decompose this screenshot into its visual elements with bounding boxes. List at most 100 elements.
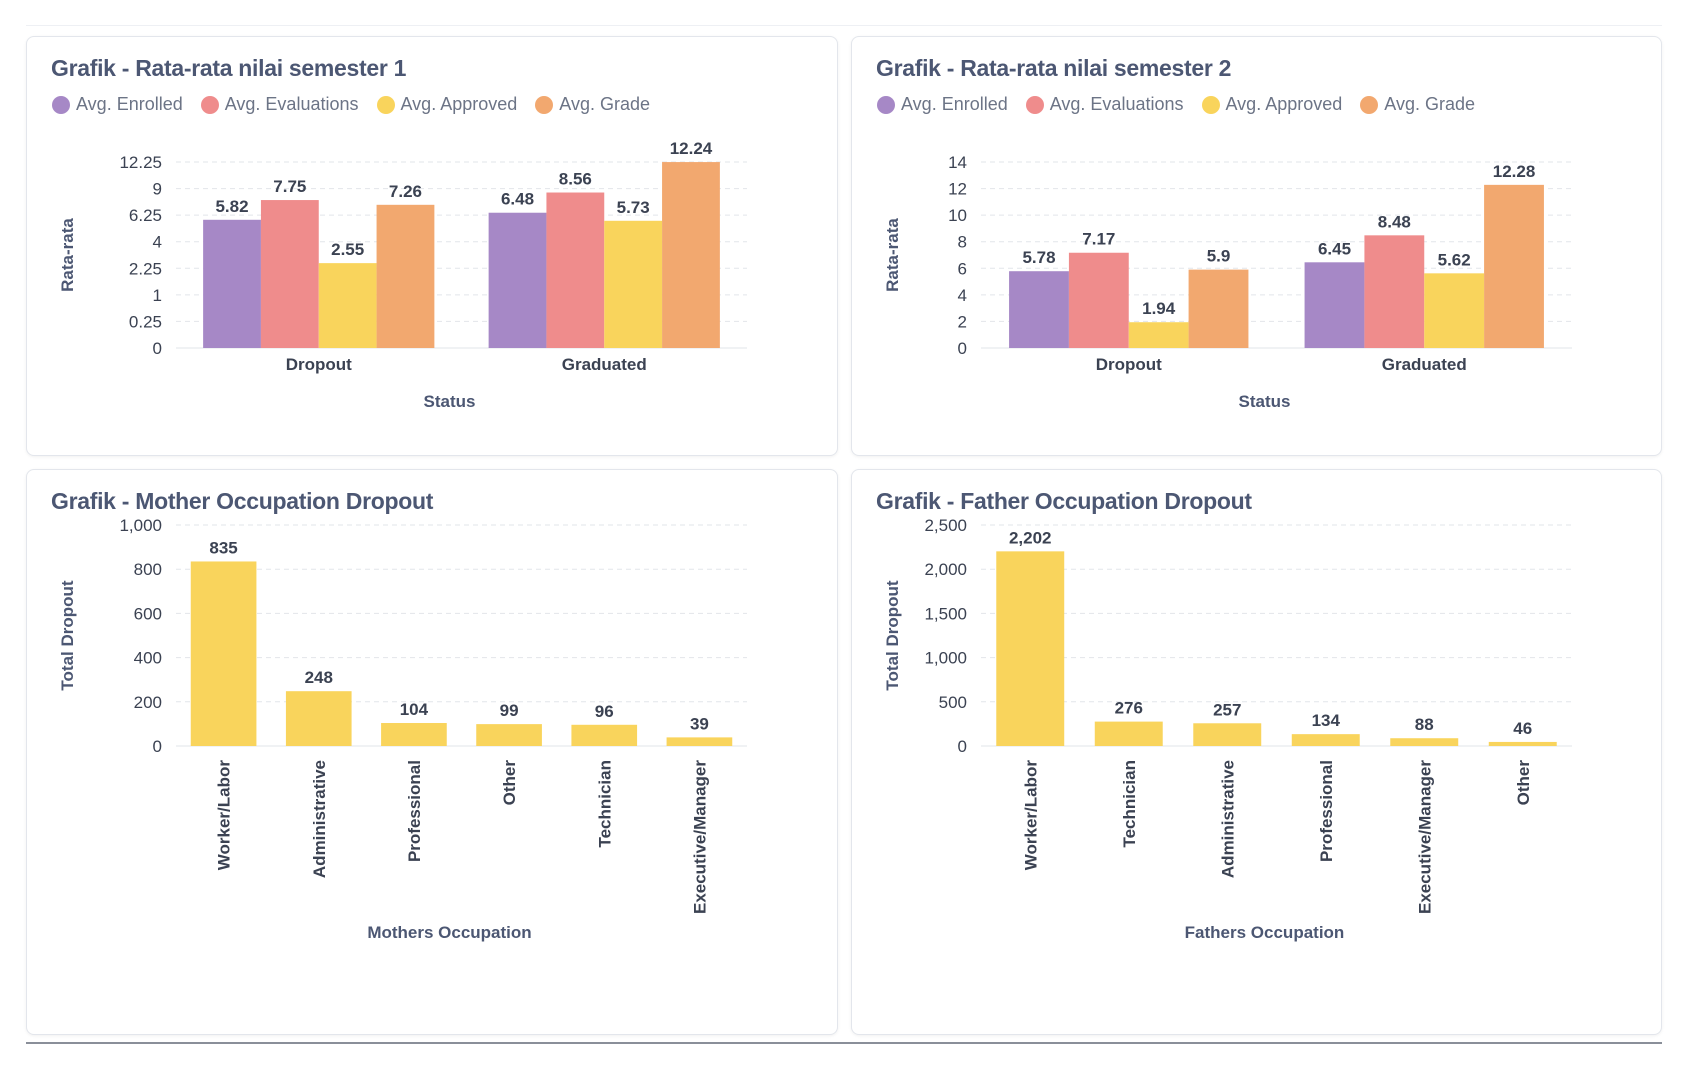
x-axis-title: Mothers Occupation [367, 923, 531, 942]
y-tick-label: 4 [958, 286, 967, 305]
bar [571, 724, 638, 746]
data-label: 2,202 [1009, 528, 1052, 547]
x-tick-label: Technician [595, 760, 614, 848]
data-label: 46 [1513, 719, 1532, 738]
data-label: 5.82 [215, 197, 248, 216]
y-tick-label: 12.25 [119, 153, 162, 172]
x-tick-label: Worker/Labor [215, 760, 234, 871]
y-tick-label: 2,500 [924, 516, 967, 535]
legend-dot [376, 95, 395, 114]
legend-item-enrolled[interactable]: Avg. Enrolled [877, 94, 1008, 115]
y-tick-label: 10 [948, 206, 967, 225]
legend-dot [877, 95, 895, 114]
legend-item-grade[interactable]: Avg. Grade [535, 94, 650, 115]
y-tick-label: 0 [153, 339, 162, 358]
x-tick-label: Dropout [1096, 355, 1162, 374]
chart-title: Grafik - Mother Occupation Dropout [51, 488, 434, 514]
x-tick-label: Administrative [310, 760, 329, 878]
bar [488, 212, 547, 348]
chart-legend: Avg. Enrolled Avg. Evaluations Avg. Appr… [877, 94, 1475, 115]
y-tick-label: 0 [958, 339, 967, 358]
legend-label: Avg. Enrolled [901, 94, 1008, 114]
chart-card-semester-1: Grafik - Rata-rata nilai semester 1 Avg.… [26, 36, 838, 456]
y-tick-label: 500 [939, 693, 967, 712]
x-tick-label: Executive/Manager [1415, 760, 1434, 914]
data-label: 257 [1213, 700, 1241, 719]
bar-chart: 0 500 1,000 1,500 2,000 2,500 Total Dropout Fat… [883, 516, 1572, 942]
x-tick-label: Professional [405, 760, 424, 862]
data-label: 6.48 [501, 190, 534, 209]
legend-label: Avg. Grade [559, 94, 650, 114]
y-axis-title: Rata-rata [883, 218, 902, 292]
data-label: 88 [1415, 715, 1434, 734]
data-label: 12.24 [670, 139, 713, 158]
bar [1188, 269, 1249, 348]
legend-dot [200, 95, 219, 114]
legend-item-evaluations[interactable]: Avg. Evaluations [1025, 94, 1184, 115]
y-tick-label: 1,500 [924, 604, 967, 623]
bar [203, 219, 261, 348]
y-tick-label: 1 [153, 286, 162, 305]
legend-item-enrolled[interactable]: Avg. Enrolled [52, 94, 183, 115]
x-tick-label: Graduated [562, 355, 647, 374]
data-label: 7.17 [1082, 230, 1115, 249]
y-tick-label: 1,000 [924, 649, 967, 668]
y-axis-title: Total Dropout [883, 580, 902, 690]
y-tick-label: 2 [958, 312, 967, 331]
y-tick-label: 6.25 [129, 206, 162, 225]
y-tick-label: 800 [134, 560, 162, 579]
y-tick-label: 1,000 [119, 516, 162, 535]
x-tick-label: Technician [1120, 760, 1139, 848]
legend-dot [1360, 95, 1379, 114]
x-tick-label: Administrative [1218, 760, 1237, 878]
data-label: 835 [209, 538, 237, 557]
bar [546, 192, 605, 348]
data-label: 248 [305, 668, 333, 687]
legend-label: Avg. Evaluations [224, 94, 359, 114]
legend-item-evaluations[interactable]: Avg. Evaluations [200, 94, 359, 115]
y-tick-label: 6 [958, 259, 967, 278]
x-tick-label: Dropout [286, 355, 352, 374]
bar [190, 561, 257, 746]
bar [666, 737, 733, 746]
bar [1094, 721, 1163, 746]
bar [1364, 235, 1425, 348]
bottom-divider [26, 1042, 1662, 1044]
legend-dot [1025, 95, 1044, 114]
legend-item-approved[interactable]: Avg. Approved [376, 94, 518, 115]
legend-dot [1201, 95, 1220, 114]
legend-dot [52, 95, 70, 114]
x-tick-label: Graduated [1382, 355, 1467, 374]
data-label: 276 [1115, 699, 1143, 718]
x-tick-label: Executive/Manager [690, 760, 709, 914]
data-label: 6.45 [1318, 239, 1351, 258]
legend-item-approved[interactable]: Avg. Approved [1201, 94, 1342, 115]
y-axis-title: Rata-rata [58, 218, 77, 292]
data-label: 12.28 [1493, 162, 1536, 181]
data-label: 7.75 [273, 177, 306, 196]
chart-title: Grafik - Father Occupation Dropout [876, 488, 1252, 514]
legend-label: Avg. Approved [400, 94, 518, 114]
bar [662, 162, 720, 348]
data-label: 8.48 [1378, 212, 1411, 231]
bar [476, 724, 542, 746]
y-tick-label: 8 [958, 233, 967, 252]
data-label: 1.94 [1142, 299, 1176, 318]
bar [1193, 723, 1262, 746]
chart-card-semester-2: Grafik - Rata-rata nilai semester 2 Avg.… [851, 36, 1662, 456]
bar [1009, 271, 1069, 348]
data-label: 134 [1312, 711, 1341, 730]
bar [996, 551, 1065, 746]
legend-item-grade[interactable]: Avg. Grade [1360, 94, 1475, 115]
data-label: 96 [595, 702, 614, 721]
bar [260, 200, 319, 348]
x-tick-label: Professional [1317, 760, 1336, 862]
y-tick-label: 0 [153, 737, 162, 756]
y-tick-label: 200 [134, 693, 162, 712]
y-axis-title: Total Dropout [58, 580, 77, 690]
x-tick-label: Worker/Labor [1021, 760, 1040, 871]
bar [604, 220, 663, 348]
grouped-bar-chart: 00.2512.2546.25912.25Rata-rataStatus5.82… [58, 139, 747, 411]
chart-title: Grafik - Rata-rata nilai semester 2 [876, 55, 1232, 81]
legend-dot [535, 95, 554, 114]
